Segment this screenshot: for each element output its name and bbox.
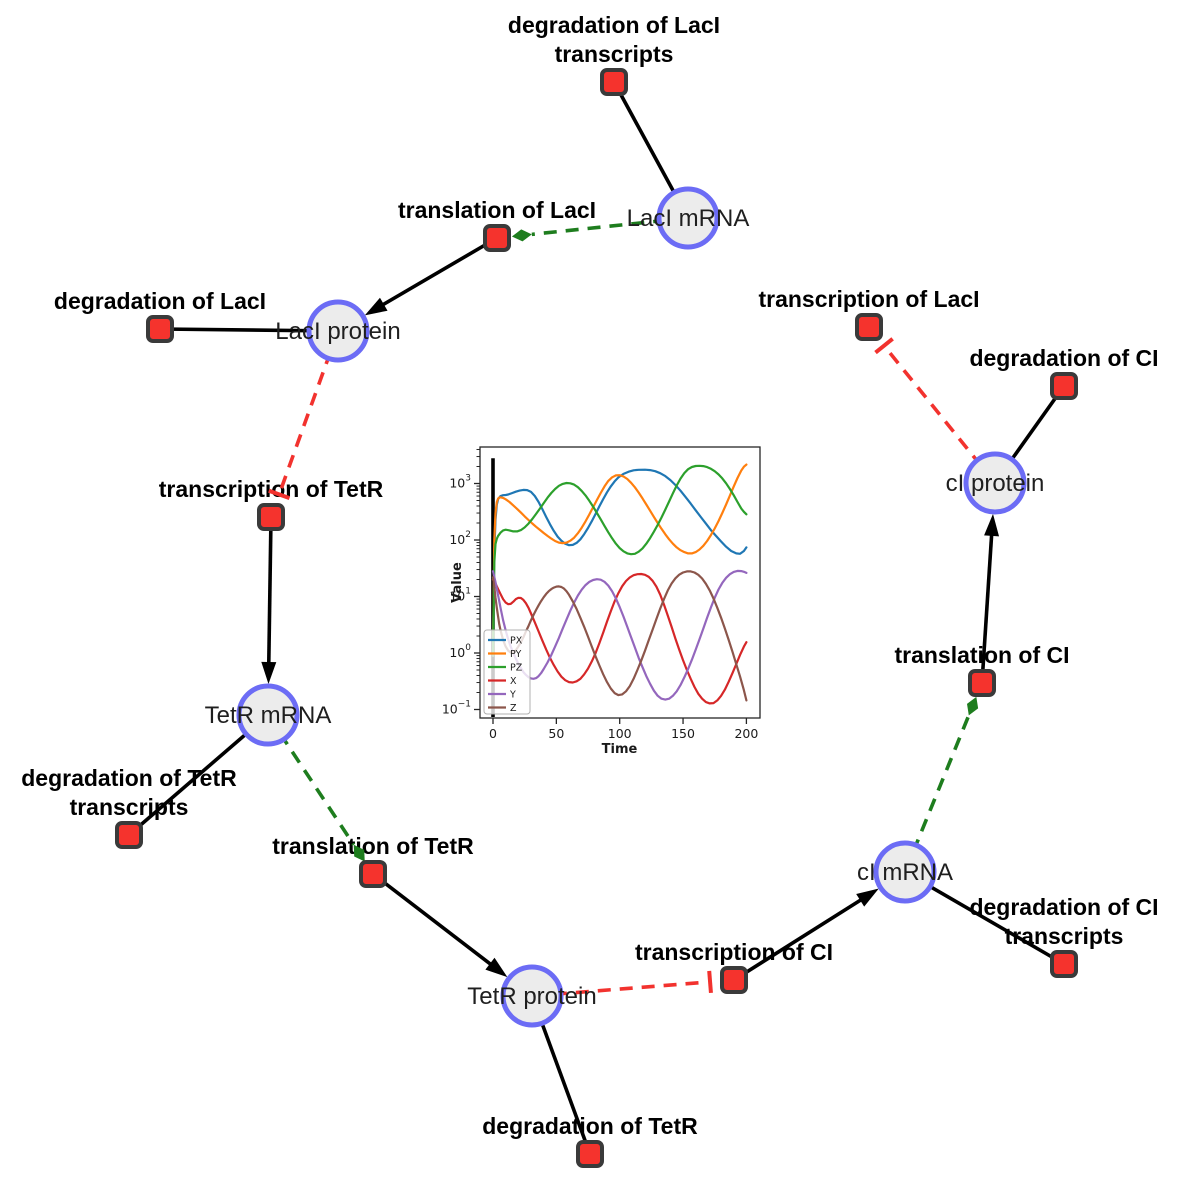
series-line-PX <box>491 468 748 657</box>
species-labels-layer: LacI mRNA LacI protein TetR mRNA TetR prote… <box>205 205 1045 1010</box>
species-node-ci_protein[interactable] <box>963 451 1027 515</box>
reaction-label-tx_tetr: transcription of TetR <box>159 476 384 502</box>
x-tick-label: 150 <box>671 726 695 741</box>
reaction-node-tx_tetr[interactable] <box>257 503 285 531</box>
species-label-tetr_mrna: TetR mRNA <box>205 702 332 729</box>
species-node-laci_protein[interactable] <box>306 299 370 363</box>
reaction-label-deg_ci_tx: transcripts <box>1005 923 1124 949</box>
reaction-label-tx_ci: transcription of CI <box>635 939 833 965</box>
y-tick-label: 100 <box>449 643 471 660</box>
species-node-tetr_protein[interactable] <box>500 964 564 1028</box>
legend-item-X: X <box>510 676 517 687</box>
x-axis-label: Time <box>602 742 638 757</box>
species-label-tetr_protein: TetR protein <box>467 983 596 1010</box>
reaction-node-tx_ci[interactable] <box>720 966 748 994</box>
legend-item-Z: Z <box>510 703 517 714</box>
reaction-node-deg_tetr_tx[interactable] <box>115 821 143 849</box>
x-tick-label: 0 <box>489 726 497 741</box>
plot-legend: PX PY PZ XYZ <box>483 629 531 715</box>
arrowhead-icon <box>364 297 388 316</box>
x-tick-label: 100 <box>608 726 632 741</box>
reaction-node-transl_laci[interactable] <box>483 224 511 252</box>
legend-item-Y: Y <box>509 690 516 701</box>
series-line-PZ <box>491 464 748 657</box>
edge-production-transl_ci-ci_protein <box>980 513 1000 684</box>
x-tick-label: 200 <box>734 726 758 741</box>
inhibition-tee-icon <box>874 337 894 355</box>
series-line-X <box>491 572 748 705</box>
species-label-laci_protein: LacI protein <box>275 318 400 345</box>
edge-production-transl_laci-laci_protein <box>364 236 498 316</box>
arrowhead-icon <box>261 661 277 685</box>
inhibition-tee-icon <box>707 970 713 994</box>
inhibition-tee-icon <box>268 488 291 501</box>
reaction-label-deg_tetr_tx: degradation of TetR <box>21 765 237 791</box>
species-label-laci_mrna: LacI mRNA <box>627 205 750 232</box>
reaction-node-deg_tetr[interactable] <box>576 1140 604 1168</box>
reaction-label-deg_tetr: degradation of TetR <box>482 1113 698 1139</box>
modifier-diamond-icon <box>353 844 365 862</box>
reaction-node-deg_laci_tx[interactable] <box>600 68 628 96</box>
y-tick-label: 10−1 <box>442 700 471 717</box>
nodes-layer <box>115 68 1078 1168</box>
reaction-node-tx_laci[interactable] <box>855 313 883 341</box>
axes-frame <box>479 446 761 719</box>
reaction-label-transl_tetr: translation of TetR <box>272 833 474 859</box>
species-node-tetr_mrna[interactable] <box>236 683 300 747</box>
reaction-labels-layer: degradation of LacI transcripts translatio… <box>21 12 1158 1139</box>
modifier-diamond-icon <box>511 229 532 242</box>
reaction-node-transl_ci[interactable] <box>968 669 996 697</box>
species-label-ci_mrna: cI mRNA <box>857 859 953 886</box>
species-node-laci_mrna[interactable] <box>656 186 720 250</box>
reaction-label-deg_tetr_tx: transcripts <box>70 794 189 820</box>
legend-item-PZ: PZ <box>510 663 523 674</box>
edge-production-transl_tetr-tetr_protein <box>371 872 508 978</box>
species-node-ci_mrna[interactable] <box>873 840 937 904</box>
arrowhead-icon <box>856 888 879 907</box>
reaction-label-deg_laci: degradation of LacI <box>54 288 266 314</box>
reaction-node-deg_ci_tx[interactable] <box>1050 950 1078 978</box>
x-tick-label: 50 <box>548 726 564 741</box>
reaction-label-deg_ci_tx: degradation of CI <box>969 894 1158 920</box>
reaction-label-tx_laci: transcription of LacI <box>758 286 979 312</box>
y-tick-label: 103 <box>449 474 471 491</box>
species-label-ci_protein: cI protein <box>946 470 1045 497</box>
reaction-label-deg_ci: degradation of CI <box>969 345 1158 371</box>
y-axis-label: Value <box>450 562 465 603</box>
legend-box <box>483 629 531 715</box>
series-line-PY <box>491 463 748 657</box>
legend-item-PX: PX <box>510 636 523 647</box>
modifier-diamond-icon <box>967 696 979 716</box>
reaction-node-deg_ci[interactable] <box>1050 372 1078 400</box>
reaction-label-transl_laci: translation of LacI <box>398 197 596 223</box>
edge-production-tx_tetr-tetr_mrna <box>261 516 277 685</box>
arrowhead-icon <box>984 513 1000 537</box>
edge-production-tx_ci-ci_mrna <box>733 888 879 982</box>
reaction-label-deg_laci_tx: degradation of LacI <box>508 12 720 38</box>
reaction-label-deg_laci_tx: transcripts <box>555 41 674 67</box>
reaction-node-transl_tetr[interactable] <box>359 860 387 888</box>
legend-item-PY: PY <box>510 649 522 660</box>
y-tick-label: 102 <box>449 530 471 547</box>
reaction-node-deg_laci[interactable] <box>146 315 174 343</box>
arrowhead-icon <box>485 957 508 978</box>
